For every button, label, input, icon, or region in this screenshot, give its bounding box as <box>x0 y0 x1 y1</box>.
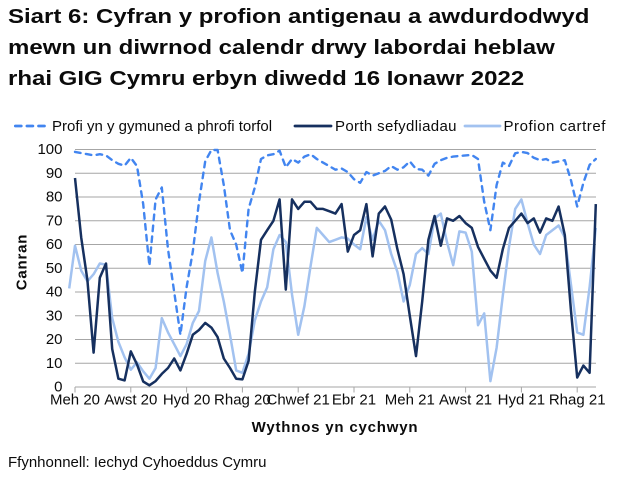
svg-text:Porth sefydliadau: Porth sefydliadau <box>335 118 457 135</box>
svg-text:40: 40 <box>46 284 63 301</box>
svg-text:Chwef 21: Chwef 21 <box>267 392 330 409</box>
svg-text:Rhag 21: Rhag 21 <box>549 392 606 409</box>
svg-text:Wythnos yn cychwyn: Wythnos yn cychwyn <box>252 419 419 436</box>
svg-text:100: 100 <box>37 141 62 158</box>
svg-text:Rhag 20: Rhag 20 <box>214 392 271 409</box>
svg-text:0: 0 <box>54 379 62 396</box>
svg-text:50: 50 <box>46 260 63 277</box>
svg-text:30: 30 <box>46 307 63 324</box>
svg-text:Profion cartref: Profion cartref <box>504 118 607 135</box>
svg-text:60: 60 <box>46 236 63 253</box>
svg-text:70: 70 <box>46 212 63 229</box>
svg-text:Canran: Canran <box>14 234 31 290</box>
svg-text:90: 90 <box>46 165 63 182</box>
svg-text:20: 20 <box>46 331 63 348</box>
svg-text:Profi yn y gymuned a phrofi to: Profi yn y gymuned a phrofi torfol <box>52 118 272 135</box>
svg-text:10: 10 <box>46 355 63 372</box>
svg-text:Awst 20: Awst 20 <box>104 392 157 409</box>
svg-text:Meh 21: Meh 21 <box>385 392 435 409</box>
svg-text:Meh 20: Meh 20 <box>50 392 100 409</box>
svg-text:Awst 21: Awst 21 <box>439 392 492 409</box>
svg-text:Ebr 21: Ebr 21 <box>332 392 376 409</box>
svg-text:Hyd 21: Hyd 21 <box>498 392 546 409</box>
svg-text:80: 80 <box>46 189 63 206</box>
svg-text:Hyd 20: Hyd 20 <box>163 392 211 409</box>
